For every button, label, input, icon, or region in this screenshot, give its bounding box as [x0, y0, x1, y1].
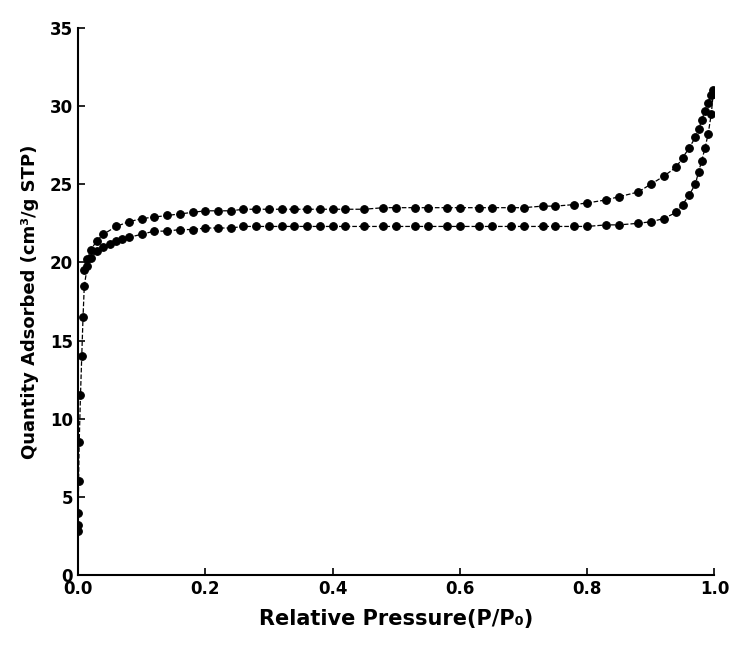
Y-axis label: Quantity Adsorbed (cm³/g STP): Quantity Adsorbed (cm³/g STP)	[21, 144, 39, 459]
X-axis label: Relative Pressure(P/P₀): Relative Pressure(P/P₀)	[259, 609, 533, 629]
